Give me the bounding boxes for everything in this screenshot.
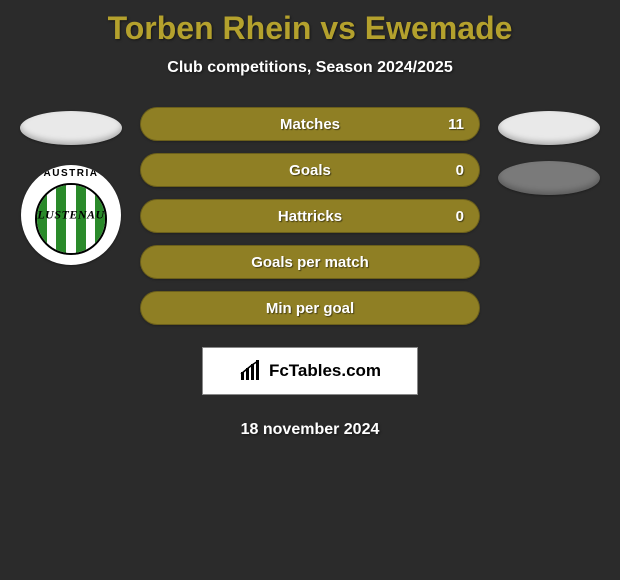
page-title: Torben Rhein vs Ewemade: [0, 10, 620, 47]
stat-label: Hattricks: [278, 208, 342, 225]
stat-bar-goals-per-match: Goals per match: [140, 245, 480, 279]
club-badge-top-text: AUSTRIA: [21, 168, 121, 179]
stat-bars: Matches 11 Goals 0 Hattricks 0 Goals per match…: [140, 107, 480, 325]
stat-label: Min per goal: [266, 300, 354, 317]
stat-bar-matches: Matches 11: [140, 107, 480, 141]
stat-value-right: 0: [456, 162, 464, 179]
left-column: AUSTRIA LUSTENAU: [20, 107, 122, 265]
player-photo-placeholder-right: [498, 111, 600, 145]
club-badge-placeholder-right: [498, 161, 600, 195]
right-column: [498, 107, 600, 195]
club-badge-band-text: LUSTENAU: [21, 208, 121, 223]
stat-bar-min-per-goal: Min per goal: [140, 291, 480, 325]
date-text: 18 november 2024: [241, 421, 380, 439]
stat-value-right: 0: [456, 208, 464, 225]
stat-bar-hattricks: Hattricks 0: [140, 199, 480, 233]
stat-label: Matches: [280, 116, 340, 133]
stat-label: Goals: [289, 162, 331, 179]
stat-label: Goals per match: [251, 254, 369, 271]
root: Torben Rhein vs Ewemade Club competition…: [0, 0, 620, 580]
brand-text: FcTables.com: [269, 361, 381, 381]
subtitle: Club competitions, Season 2024/2025: [0, 59, 620, 77]
chart-icon: [239, 360, 263, 382]
stat-value-right: 11: [448, 116, 464, 133]
stat-bar-goals: Goals 0: [140, 153, 480, 187]
player-photo-placeholder-left: [20, 111, 122, 145]
stats-column: Matches 11 Goals 0 Hattricks 0 Goals per match…: [140, 107, 480, 439]
main-layout: AUSTRIA LUSTENAU Matches11Goals0Hattrick…: [0, 107, 620, 439]
brand-box[interactable]: FcTables.com: [202, 347, 418, 395]
club-badge-left: AUSTRIA LUSTENAU: [21, 165, 121, 265]
